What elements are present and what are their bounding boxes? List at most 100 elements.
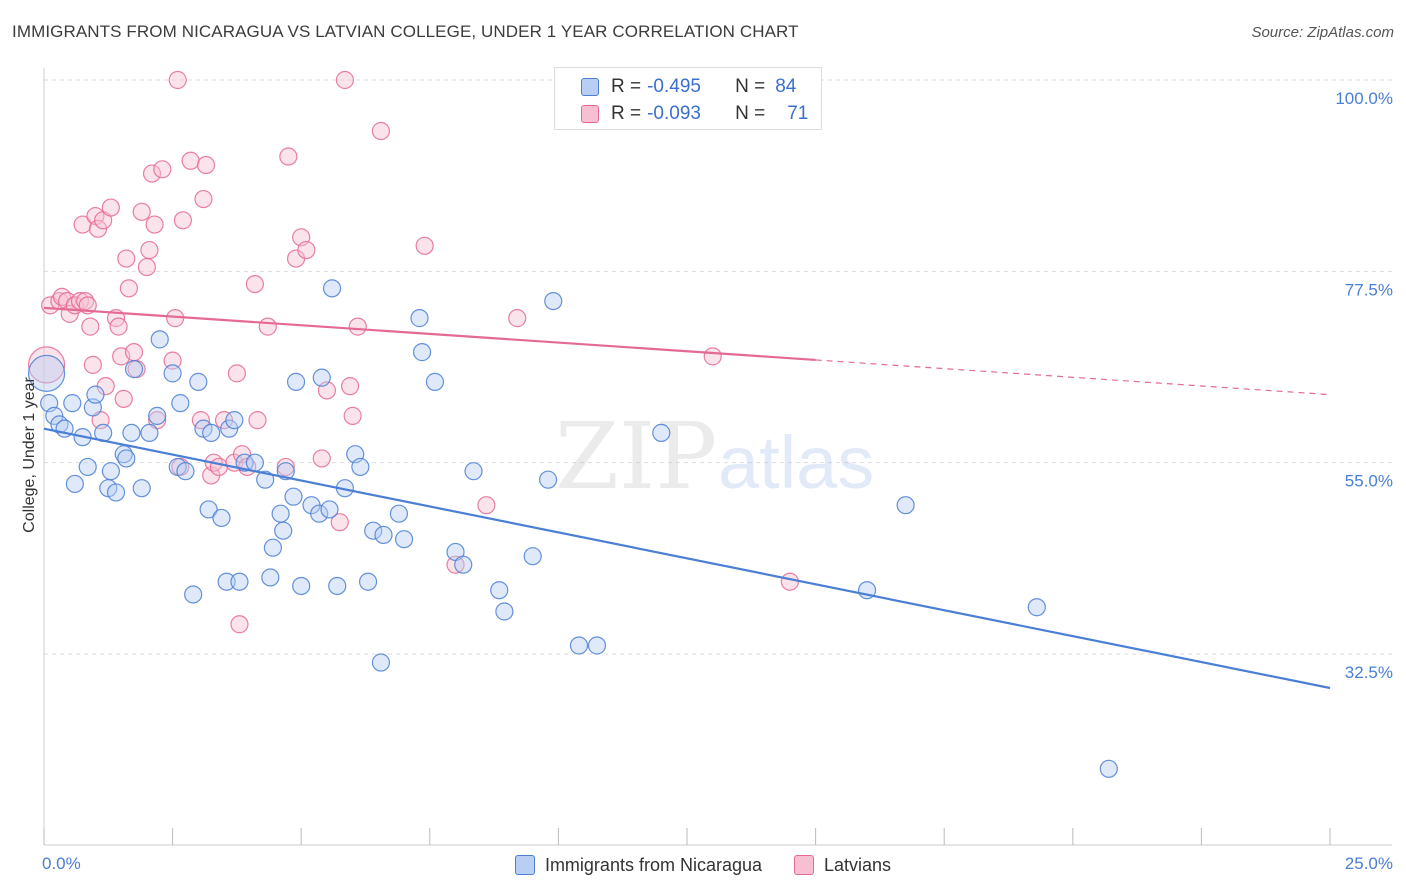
legend-item-nicaragua[interactable]: Immigrants from Nicaragua [514, 854, 763, 876]
axes [43, 68, 1392, 846]
source-credit: Source: ZipAtlas.com [1251, 24, 1394, 41]
legend-item-latvians[interactable]: Latvians [794, 855, 891, 876]
latvian-point [477, 496, 496, 515]
legend-label-nicaragua: Immigrants from Nicaragua [544, 854, 763, 875]
y-tick-label: 32.5% [1345, 663, 1393, 682]
latvian-point [415, 236, 434, 255]
nicaragua-point [122, 423, 141, 443]
watermark-zip: ZIP [555, 403, 717, 510]
latvians-points [27, 70, 799, 634]
nicaragua-point [106, 483, 126, 502]
latvian-point [330, 513, 349, 532]
latvian-point [194, 189, 213, 209]
latvian-point [279, 147, 298, 166]
nicaragua-point [245, 453, 265, 472]
nicaragua-point [199, 500, 218, 519]
latvian-point [335, 70, 355, 90]
nicaragua-point [117, 449, 136, 468]
nicaragua-point [140, 423, 159, 443]
latvian-point [312, 449, 331, 468]
nicaragua-point [1099, 759, 1118, 778]
nicaragua-point [63, 394, 82, 413]
latvian-point [81, 317, 100, 336]
stats-swatch-blue [581, 78, 599, 96]
nicaragua-point [45, 406, 64, 425]
latvian-point [153, 160, 172, 179]
nicaragua-point [389, 504, 409, 523]
nicaragua-point [539, 470, 558, 489]
trend-line-latvians-extension [815, 359, 1331, 396]
chart-title: IMMIGRANTS FROM NICARAGUA VS LATVIAN COL… [12, 22, 799, 41]
stats-swatch-pink [581, 105, 599, 123]
latvian-point [83, 355, 102, 374]
latvian-point [124, 343, 144, 362]
nicaragua-point [274, 521, 293, 540]
x-tick-label: 0.0% [42, 854, 81, 873]
nicaragua-point [171, 394, 190, 413]
y-tick-label: 77.5% [1345, 280, 1393, 299]
latvian-point [137, 257, 156, 277]
legend: Immigrants from Nicaragua Latvians [0, 852, 1406, 878]
stats-n-label: N = [735, 103, 766, 124]
nicaragua-point [371, 653, 391, 672]
latvian-point [245, 274, 265, 294]
nicaragua-point [225, 411, 244, 430]
nicaragua-point [464, 462, 483, 481]
nicaragua-point [358, 572, 378, 591]
nicaragua-point [412, 343, 432, 362]
latvian-point [214, 411, 234, 430]
latvian-point [181, 151, 200, 170]
nicaragua-point [652, 423, 671, 443]
gridlines [44, 79, 1392, 655]
nicaragua-point [86, 385, 105, 404]
latvian-point [446, 555, 465, 574]
latvian-point [132, 202, 151, 221]
latvian-point [343, 406, 362, 425]
stats-n-value: 71 [787, 103, 809, 124]
latvian-point [27, 346, 66, 384]
trend-line-nicaragua [43, 427, 1331, 690]
latvian-point [780, 572, 799, 591]
nicaragua-point [587, 636, 607, 655]
latvian-point [276, 457, 295, 477]
nicaragua-point [163, 364, 182, 383]
nicaragua-point [544, 291, 563, 311]
nicaragua-point [1027, 598, 1046, 617]
nicaragua-point [276, 462, 295, 481]
trend-lines [43, 306, 1331, 690]
nicaragua-point [292, 576, 311, 596]
nicaragua-point [286, 372, 306, 391]
latvian-point [196, 155, 216, 175]
stats-r-value: -0.495 [647, 76, 701, 97]
nicaragua-point [27, 354, 66, 392]
nicaragua-point [271, 504, 290, 523]
nicaragua-point [202, 423, 221, 443]
stats-r-label: R = [611, 103, 642, 124]
stats-n-value: 84 [775, 76, 797, 97]
latvian-point [371, 121, 391, 141]
nicaragua-point [495, 602, 514, 621]
latvian-point [163, 351, 182, 370]
tick-labels: 100.0% 77.5% 55.0% 32.5% 0.0% 25.0% [42, 89, 1393, 873]
latvian-point [297, 240, 316, 260]
nicaragua-point [235, 453, 254, 472]
nicaragua-point [230, 572, 249, 591]
latvian-point [109, 317, 128, 336]
nicaragua-point [569, 636, 589, 655]
stats-r-value: -0.093 [647, 103, 701, 124]
latvian-point [142, 164, 162, 183]
nicaragua-point [217, 572, 236, 591]
y-tick-label: 100.0% [1335, 89, 1393, 108]
nicaragua-point [374, 525, 393, 545]
latvian-point [227, 364, 246, 383]
latvian-point [88, 219, 108, 238]
nicaragua-point [394, 530, 414, 549]
stats-row-nicaragua: R = -0.495 N = 84 [555, 73, 796, 101]
nicaragua-point [896, 496, 915, 515]
nicaragua-point [312, 368, 331, 387]
nicaragua-point [148, 406, 167, 425]
stats-row-latvians: R = -0.093 N = 71 [555, 100, 808, 128]
nicaragua-point [310, 504, 329, 523]
nicaragua-point [322, 279, 342, 298]
